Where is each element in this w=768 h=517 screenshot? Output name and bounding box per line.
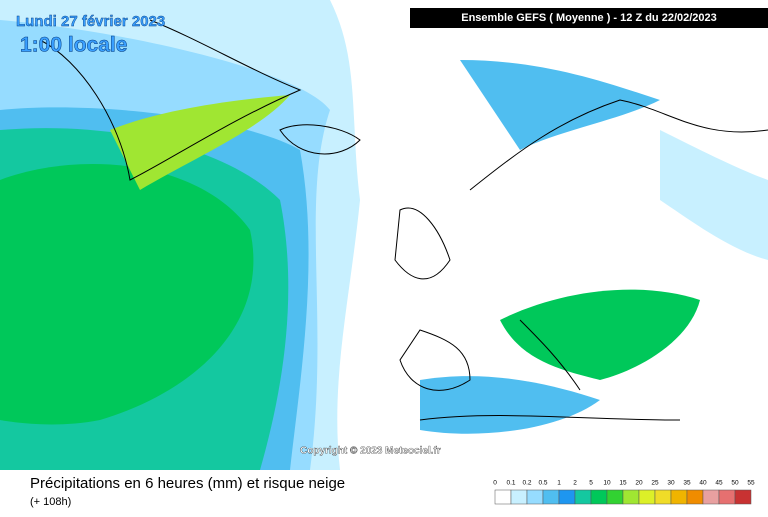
legend-label: 10 [603, 480, 611, 487]
coastline [469, 99, 768, 191]
legend-swatch [526, 489, 544, 505]
model-label: Ensemble GEFS ( Moyenne ) - 12 Z du 22/0… [461, 12, 717, 24]
precip-area [660, 130, 768, 260]
legend-label: 0.5 [538, 480, 547, 487]
precip-area [500, 289, 700, 380]
legend-label: 50 [731, 480, 739, 487]
legend-label: 25 [651, 480, 659, 487]
legend-label: 30 [667, 480, 675, 487]
time-label: 1:00 locale [20, 34, 127, 57]
legend-swatch [734, 489, 752, 505]
footer-lead: (+ 108h) [30, 496, 71, 508]
coastline [419, 415, 681, 421]
date-label: Lundi 27 février 2023 [16, 13, 165, 30]
coastline [39, 19, 302, 181]
legend-label: 0.1 [506, 480, 515, 487]
precip-area [420, 376, 600, 434]
legend-label: 0 [493, 480, 497, 487]
legend-swatch [686, 489, 704, 505]
coastline [519, 319, 581, 391]
legend-swatch [654, 489, 672, 505]
legend-swatch [558, 489, 576, 505]
legend-label: 2 [573, 480, 577, 487]
legend-swatch [542, 489, 560, 505]
legend-label: 20 [635, 480, 643, 487]
legend-swatch [670, 489, 688, 505]
legend-label: 35 [683, 480, 691, 487]
legend-label: 0.2 [522, 480, 531, 487]
legend-swatch [718, 489, 736, 505]
legend-swatch [638, 489, 656, 505]
legend-swatch [606, 489, 624, 505]
precip-area [460, 60, 660, 150]
coastlines [39, 19, 768, 421]
coastline [279, 124, 361, 155]
footer-title: Précipitations en 6 heures (mm) et risqu… [30, 475, 345, 492]
legend-label: 1 [557, 480, 561, 487]
legend-label: 55 [747, 480, 755, 487]
legend-label: 15 [619, 480, 627, 487]
legend-swatch [574, 489, 592, 505]
legend-swatch [702, 489, 720, 505]
legend-label: 45 [715, 480, 723, 487]
coastline [394, 207, 451, 280]
coastline [399, 329, 471, 391]
legend-swatch [590, 489, 608, 505]
header-box [410, 8, 768, 28]
legend-swatch [510, 489, 528, 505]
legend-swatch [622, 489, 640, 505]
legend-swatch [494, 489, 512, 505]
legend-label: 5 [589, 480, 593, 487]
copyright: Copyright © 2023 Meteociel.fr [300, 446, 441, 457]
precip-area [0, 164, 254, 425]
legend-label: 40 [699, 480, 707, 487]
